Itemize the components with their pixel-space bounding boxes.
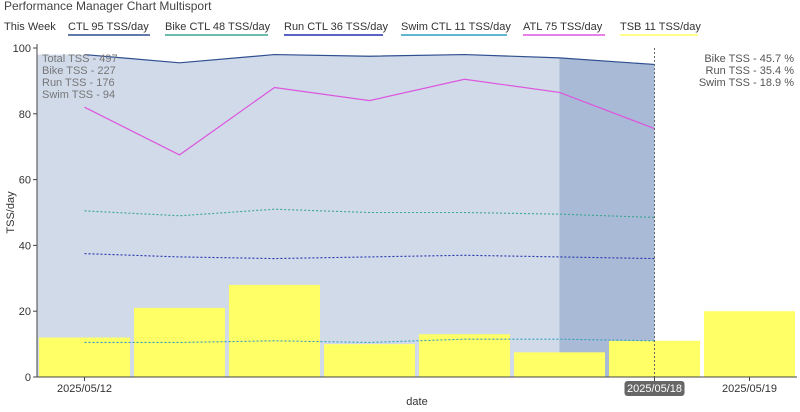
tsb-bar[interactable] (39, 337, 130, 377)
summary-line: Swim TSS - 94 (42, 89, 115, 101)
legend-item-run-ctl[interactable]: Run CTL 36 TSS/day (284, 21, 388, 36)
y-tick-label: 80 (19, 109, 31, 121)
legend-item-bike-ctl[interactable]: Bike CTL 48 TSS/day (165, 21, 271, 36)
tsb-bar[interactable] (419, 334, 510, 377)
percentage-line: Run TSS - 35.4 % (706, 65, 795, 77)
legend-label: ATL 75 TSS/day (523, 21, 603, 33)
swim-ctl-line[interactable] (84, 338, 655, 344)
summary-line: Total TSS - 497 (42, 53, 118, 65)
chart-title: Performance Manager Chart Multisport (4, 0, 212, 13)
summary-line: Run TSS - 176 (42, 77, 115, 89)
y-tick-label: 20 (19, 306, 31, 318)
percentage-line: Swim TSS - 18.9 % (699, 77, 794, 89)
y-tick-label: 100 (13, 43, 31, 55)
legend-label: Swim CTL 11 TSS/day (401, 21, 511, 33)
tsb-bar[interactable] (134, 307, 225, 377)
atl-line[interactable] (84, 78, 655, 156)
axes: 0 20 40 60 80 100 2025/05/12 2025/05/18 2025/05/… (5, 43, 797, 408)
legend-item-atl[interactable]: ATL 75 TSS/day (523, 21, 605, 36)
current-day-highlight (559, 54, 655, 377)
tsb-bar[interactable] (324, 344, 415, 377)
legend-item-ctl[interactable]: CTL 95 TSS/day (68, 21, 150, 36)
tsb-bar[interactable] (704, 311, 795, 377)
percentage-line: Bike TSS - 45.7 % (704, 53, 794, 65)
legend-item-swim-ctl[interactable]: Swim CTL 11 TSS/day (401, 21, 511, 36)
y-tick-label: 60 (19, 175, 31, 187)
bike-ctl-line[interactable] (84, 208, 655, 218)
x-tick-label: 2025/05/19 (722, 383, 777, 395)
plot-background (37, 54, 655, 377)
summary-line: Bike TSS - 227 (42, 65, 116, 77)
legend: CTL 95 TSS/day Bike CTL 48 TSS/day Run CTL… (68, 21, 701, 36)
x-tick-label: 2025/05/18 (627, 383, 682, 395)
y-axis-title: TSS/day (5, 191, 17, 234)
legend-label: CTL 95 TSS/day (68, 21, 149, 33)
tsb-bar[interactable] (229, 284, 320, 377)
legend-label: Run CTL 36 TSS/day (284, 21, 388, 33)
this-week-label[interactable]: This Week (4, 21, 56, 33)
y-tick-label: 0 (25, 372, 31, 384)
legend-label: Bike CTL 48 TSS/day (165, 21, 271, 33)
legend-label: TSB 11 TSS/day (620, 21, 701, 33)
y-tick-label: 40 (19, 240, 31, 252)
legend-item-tsb[interactable]: TSB 11 TSS/day (620, 21, 701, 36)
x-tick-label: 2025/05/12 (57, 383, 112, 395)
tsb-bar[interactable] (609, 340, 700, 377)
series-lines (84, 48, 655, 377)
tsb-bar[interactable] (514, 352, 605, 377)
x-axis-title: date (406, 396, 427, 408)
ctl-area (37, 54, 655, 377)
tss-percentages: Bike TSS - 45.7 %Run TSS - 35.4 %Swim TS… (699, 53, 794, 89)
ctl-line[interactable] (84, 53, 655, 66)
run-ctl-line[interactable] (84, 253, 655, 260)
highlighted-date-badge (624, 381, 685, 396)
